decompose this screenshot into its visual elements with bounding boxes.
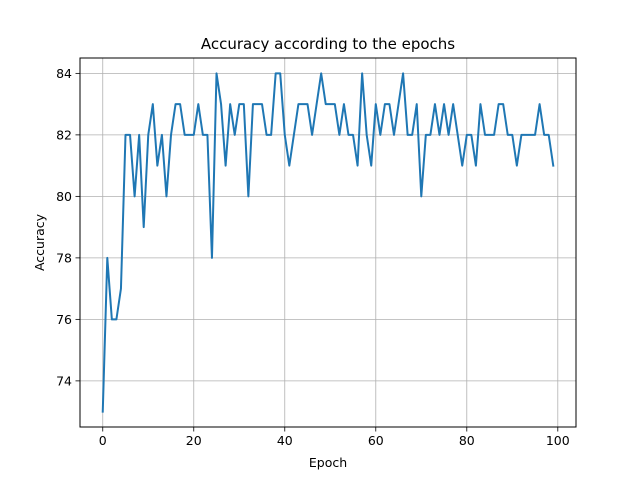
y-axis-label: Accuracy [32,213,47,271]
x-tick-label: 60 [368,433,384,448]
plot-frame [79,57,577,428]
y-tick-label: 82 [56,127,72,142]
chart-title: Accuracy according to the epochs [201,35,455,53]
series-layer [101,72,555,413]
x-tick-label: 20 [186,433,202,448]
y-tick-label: 78 [56,250,72,265]
y-tick-label: 76 [56,312,72,327]
y-tick-label: 80 [56,189,72,204]
x-tick-label: 100 [546,433,570,448]
x-axis-label: Epoch [309,455,347,470]
accuracy-series-line [101,72,555,413]
x-tick-label: 0 [99,433,107,448]
y-tick-label: 84 [56,66,72,81]
x-tick-label: 40 [277,433,293,448]
y-tick-label: 74 [56,373,72,388]
ticks: 0 20 40 60 80 100 74 76 78 80 82 84 [56,66,570,448]
x-tick-label: 80 [459,433,475,448]
